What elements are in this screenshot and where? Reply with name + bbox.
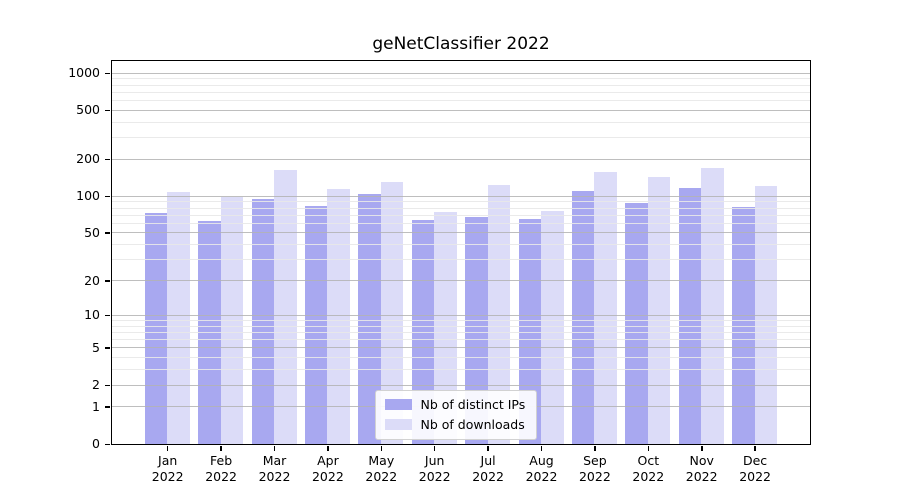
x-axis-tick xyxy=(701,445,703,451)
x-axis-tick xyxy=(594,445,596,451)
legend-item-downloads: Nb of downloads xyxy=(384,416,526,432)
bar-nov-downloads xyxy=(701,168,724,444)
x-axis-tick xyxy=(327,445,329,451)
bar-jan-distinct-ips xyxy=(144,213,168,444)
bar-aug-distinct-ips xyxy=(518,218,541,444)
bar-mar-distinct-ips xyxy=(251,199,274,444)
x-axis-tick xyxy=(487,445,489,451)
bar-feb-distinct-ips xyxy=(198,221,221,444)
x-axis-tick xyxy=(166,445,169,451)
bar-aug-downloads xyxy=(541,210,564,444)
y-tick-label: 5 xyxy=(92,339,100,355)
x-tick-label-apr: Apr 2022 xyxy=(311,453,344,484)
y-tick-label: 0 xyxy=(92,436,100,451)
gridline-minor xyxy=(111,121,810,123)
legend: Nb of distinct IPs Nb of downloads xyxy=(374,389,538,440)
bar-oct-distinct-ips xyxy=(625,203,648,444)
y-tick-label: 1000 xyxy=(68,65,100,80)
y-axis-tick xyxy=(105,443,110,445)
bar-mar-downloads xyxy=(274,170,297,444)
x-axis-tick xyxy=(220,445,222,451)
x-tick-label-mar: Mar 2022 xyxy=(258,453,291,484)
bar-feb-downloads xyxy=(220,197,244,444)
y-axis-tick xyxy=(105,109,110,112)
y-axis-tick xyxy=(105,347,110,349)
gridline-minor xyxy=(111,99,810,101)
x-tick-label-jul: Jul 2022 xyxy=(472,453,504,484)
bar-may-distinct-ips xyxy=(358,193,381,444)
bar-apr-downloads xyxy=(327,189,350,444)
y-tick-label: 10 xyxy=(84,307,100,323)
bar-sep-distinct-ips xyxy=(571,190,595,444)
x-tick-label-oct: Oct 2022 xyxy=(632,453,665,484)
bar-nov-distinct-ips xyxy=(678,188,702,444)
chart-title: geNetClassifier 2022 xyxy=(372,34,550,54)
x-tick-label-jan: Jan 2022 xyxy=(151,453,184,484)
y-axis-tick xyxy=(105,384,110,386)
bar-dec-distinct-ips xyxy=(732,206,755,444)
y-axis-tick xyxy=(105,195,110,198)
x-tick-label-dec: Dec 2022 xyxy=(739,453,771,484)
bar-jan-downloads xyxy=(167,192,190,444)
x-tick-label-jun: Jun 2022 xyxy=(418,453,451,484)
y-tick-label: 500 xyxy=(76,102,100,118)
y-tick-label: 100 xyxy=(76,188,100,204)
legend-item-distinct-ips: Nb of distinct IPs xyxy=(384,396,526,412)
downloads-swatch-icon xyxy=(384,418,412,430)
gridline-major xyxy=(111,72,810,74)
x-axis-tick xyxy=(754,445,756,451)
bar-jul-distinct-ips xyxy=(465,216,488,444)
x-axis-tick xyxy=(433,445,436,451)
bar-jul-downloads xyxy=(487,185,511,444)
legend-label-ips: Nb of distinct IPs xyxy=(420,396,526,412)
gridline-major xyxy=(111,158,810,160)
y-tick-label: 20 xyxy=(84,272,100,288)
bar-jun-downloads xyxy=(434,212,457,444)
gridline-minor xyxy=(111,91,810,93)
x-axis-tick xyxy=(540,445,543,451)
y-axis-tick xyxy=(105,406,110,408)
gridline-major xyxy=(111,109,810,111)
bar-sep-downloads xyxy=(594,171,617,444)
x-tick-label-may: May 2022 xyxy=(365,453,398,484)
x-axis-tick xyxy=(647,445,649,451)
gridline-minor xyxy=(111,137,810,138)
bar-may-downloads xyxy=(380,181,404,444)
bar-dec-downloads xyxy=(754,186,778,444)
y-axis-tick xyxy=(105,158,110,161)
y-axis-tick xyxy=(105,280,110,282)
bar-apr-distinct-ips xyxy=(304,205,328,444)
legend-label-downloads: Nb of downloads xyxy=(420,416,525,432)
y-tick-label: 200 xyxy=(76,151,100,167)
x-tick-label-sep: Sep 2022 xyxy=(578,453,611,484)
x-tick-label-nov: Nov 2022 xyxy=(685,453,718,484)
y-tick-label: 2 xyxy=(92,377,100,392)
x-tick-label-feb: Feb 2022 xyxy=(205,453,237,484)
x-axis-tick xyxy=(380,445,383,451)
y-tick-label: 1 xyxy=(92,398,100,414)
y-axis-tick xyxy=(105,314,110,317)
bar-oct-downloads xyxy=(647,176,671,444)
y-axis-tick xyxy=(105,72,110,74)
gridline-minor xyxy=(111,84,810,86)
x-axis-tick xyxy=(273,445,276,451)
x-tick-label-aug: Aug 2022 xyxy=(525,453,558,484)
y-axis-tick xyxy=(105,232,110,234)
gridline-minor xyxy=(111,78,810,80)
y-tick-label: 50 xyxy=(84,224,100,240)
ips-swatch-icon xyxy=(384,398,412,410)
plot-area: Nb of distinct IPs Nb of downloads xyxy=(110,59,811,445)
